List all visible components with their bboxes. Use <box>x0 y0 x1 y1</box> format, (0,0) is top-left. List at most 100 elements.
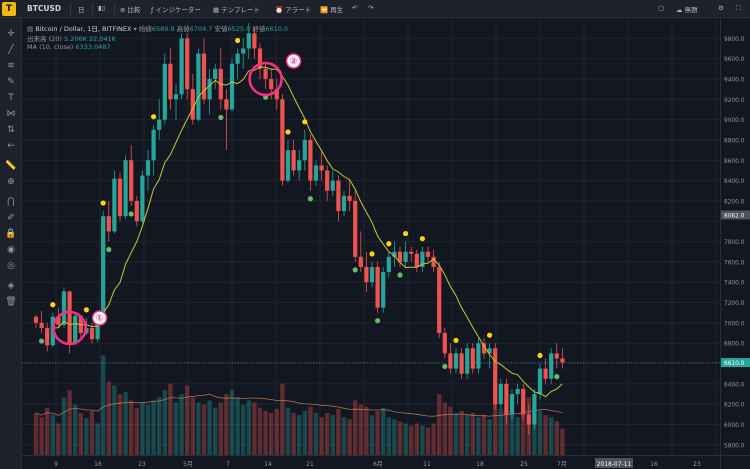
ma-value: 6333.0487 <box>75 43 111 51</box>
volume-bar <box>425 427 431 455</box>
candle-body <box>526 414 531 425</box>
time-tick-label: 16 <box>94 461 102 468</box>
volume-bar <box>414 423 419 455</box>
signal-dot-yellow <box>537 352 543 359</box>
trash-icon[interactable]: 🗑 <box>5 297 17 307</box>
time-axis[interactable]: 9 16 23 5月 7 14 21 6月 11 18 25 7月 16 23 2018-07-11 <box>22 455 720 469</box>
drawing-tools-sidebar: ✛ ╱ ≋ ✎ T ⋈ ⇅ ← 📏 ⊕ ⋂ ✐ 🔒 ◉ ◎ ◈ 🗑 <box>0 18 22 469</box>
time-tick-label: 23 <box>138 461 146 468</box>
replay-button[interactable]: ⏪ 再生 <box>320 6 344 14</box>
arrow-back-icon[interactable]: ← <box>7 141 15 151</box>
volume-bar <box>45 407 50 455</box>
candle-body <box>229 63 235 110</box>
open-value: 6589.9 <box>151 25 175 33</box>
signal-dot-green <box>218 114 224 121</box>
legend-arrow-icon[interactable]: ▾ <box>133 25 139 33</box>
volume-bar <box>173 402 179 455</box>
price-tick-label: 6800.0 <box>724 342 745 348</box>
text-tool-icon[interactable]: T <box>8 93 14 103</box>
candle-body <box>509 394 515 415</box>
candle-body <box>285 150 291 181</box>
candle-body <box>45 327 50 346</box>
lock-icon[interactable]: 🔒 <box>5 229 17 239</box>
candle-body <box>453 353 459 369</box>
alert-label: アラート <box>285 6 312 14</box>
candle-body <box>106 216 111 232</box>
volume-bar <box>241 404 246 455</box>
settings-gear-icon[interactable]: ⚙ <box>718 4 724 12</box>
signal-dot-yellow <box>487 332 493 338</box>
candle-body <box>308 139 313 181</box>
candle-body <box>481 343 487 354</box>
candle-body <box>336 180 341 212</box>
candle-body <box>437 266 442 334</box>
compare-button[interactable]: ⊕ 比較 <box>120 6 141 14</box>
time-highlight-marker <box>595 458 633 468</box>
ma-label: MA (10, close) <box>27 43 74 51</box>
toolbar-divider <box>70 3 71 15</box>
highlight-circle <box>52 310 87 346</box>
hide-drawings-icon[interactable]: ◎ <box>7 261 15 271</box>
volume-bar <box>224 394 229 455</box>
volume-label: 出来高 (20) <box>27 35 62 43</box>
volume-bar <box>453 413 459 455</box>
candle-body <box>409 251 414 254</box>
volume-bar <box>123 392 128 455</box>
layout-icon[interactable]: ▢ <box>658 4 665 12</box>
price-tick-label: 6000.0 <box>724 423 745 429</box>
symbol-search[interactable]: BTCUSD <box>27 4 62 13</box>
pattern-tool-icon[interactable]: ⋈ <box>6 109 16 119</box>
interval-selector[interactable]: 日 <box>78 6 85 14</box>
chart-canvas[interactable]: ①② <box>22 18 720 455</box>
close-label: 終値 <box>252 25 266 33</box>
candle-body <box>381 272 386 308</box>
magnet-icon[interactable]: ⋂ <box>7 197 15 207</box>
ruler-icon[interactable]: 📏 <box>5 161 17 171</box>
crosshair-icon[interactable]: ✛ <box>7 29 15 39</box>
time-highlight-label: 2018-07-11 <box>597 461 632 468</box>
indicators-button[interactable]: ƒ インジケーター <box>151 6 201 14</box>
price-axis[interactable]: 9800.0 9600.0 9400.0 9200.0 9000.0 8800.0 8600… <box>720 18 750 455</box>
price-tick-label: 9200.0 <box>724 98 745 104</box>
candle-body <box>414 253 419 267</box>
candle-body <box>302 139 307 161</box>
fullscreen-icon[interactable]: ⛶ <box>736 4 741 12</box>
layers-icon[interactable]: ◈ <box>7 281 15 291</box>
volume-bar <box>560 428 565 455</box>
candle-body <box>448 353 453 369</box>
redo-icon[interactable]: ↷ <box>368 4 374 12</box>
collapse-arrow-icon[interactable]: ▤ <box>27 25 36 33</box>
volume-bar <box>157 397 162 455</box>
candle-body <box>319 165 324 171</box>
candle-body <box>459 353 464 374</box>
volume-bar <box>364 406 369 455</box>
draw-mode-icon[interactable]: ✐ <box>7 213 15 223</box>
candle-body <box>560 358 565 363</box>
brush-icon[interactable]: ✎ <box>7 77 15 87</box>
prediction-tool-icon[interactable]: ⇅ <box>7 125 15 135</box>
alert-button[interactable]: ⏰ アラート <box>275 6 312 14</box>
templates-button[interactable]: ▦ テンプレート <box>213 6 261 14</box>
eye-icon[interactable]: ◉ <box>7 245 15 255</box>
undo-icon[interactable]: ↶ <box>352 4 358 12</box>
candle-body <box>140 175 145 222</box>
candle-style-icon[interactable]: ▮▯ <box>98 4 106 12</box>
last-price-marker <box>721 358 750 368</box>
candle-body <box>241 48 246 54</box>
volume-bar <box>554 421 559 455</box>
volume-bar <box>95 423 100 455</box>
open-label: 始値 <box>138 25 152 33</box>
price-tick-label: 9800.0 <box>724 37 745 43</box>
zoom-icon[interactable]: ⊕ <box>7 177 15 187</box>
candle-body <box>347 195 352 201</box>
signal-dot-green <box>375 318 381 324</box>
trend-line-icon[interactable]: ╱ <box>8 45 14 55</box>
app-logo-icon[interactable]: T <box>2 2 16 16</box>
cloud-save-button[interactable]: ☁ 無題 <box>676 6 698 14</box>
time-tick-label: 16 <box>650 461 658 468</box>
toolbar-divider <box>114 3 115 15</box>
volume-bar <box>487 419 492 455</box>
price-tick-label: 8600.0 <box>724 159 745 165</box>
fib-tool-icon[interactable]: ≋ <box>7 61 15 71</box>
